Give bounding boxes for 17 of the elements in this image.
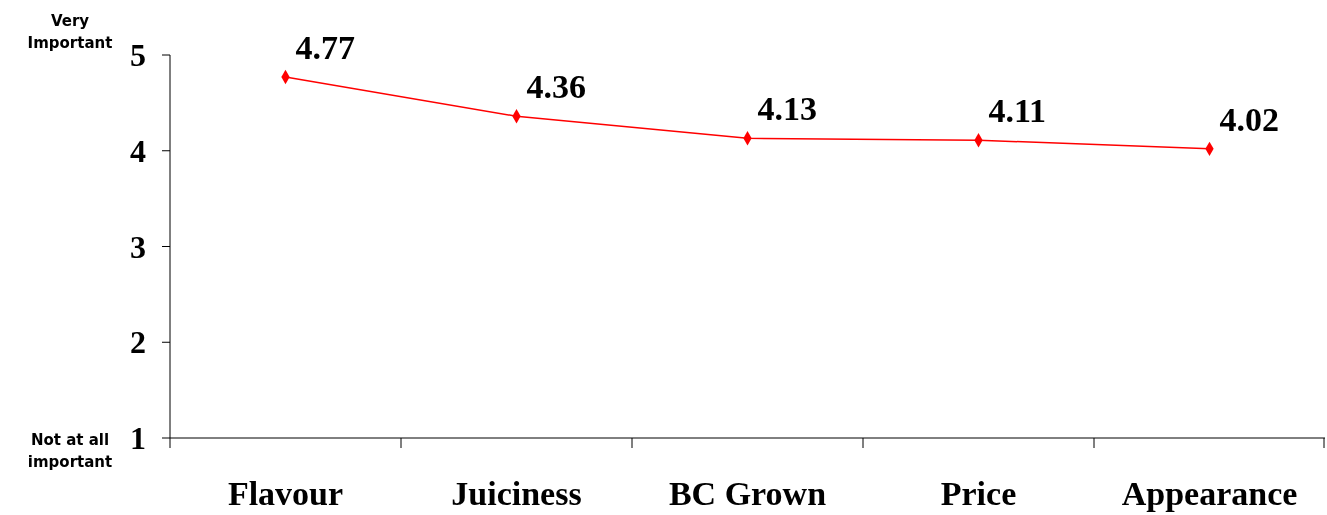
- x-tick-label: Price: [940, 475, 1017, 512]
- data-label: 4.13: [757, 90, 817, 128]
- x-tick-label: Flavour: [227, 475, 344, 512]
- y-tick-label: 3: [130, 228, 146, 265]
- y-tick-label: 1: [130, 420, 146, 457]
- y-tick-label: 4: [130, 132, 146, 169]
- text: Very Important: [27, 12, 113, 52]
- data-label: 4.11: [988, 92, 1047, 130]
- x-tick-label: Appearance: [1121, 475, 1298, 512]
- y-tick-label: 5: [130, 37, 146, 74]
- data-label: 4.36: [526, 68, 586, 106]
- text: Not at all important: [27, 431, 113, 471]
- x-tick-label: Juiciness: [451, 475, 582, 512]
- data-label: 4.77: [295, 29, 355, 67]
- x-tick-label: BC Grown: [668, 475, 827, 512]
- data-label: 4.02: [1219, 100, 1279, 138]
- y-tick-label: 2: [130, 324, 146, 361]
